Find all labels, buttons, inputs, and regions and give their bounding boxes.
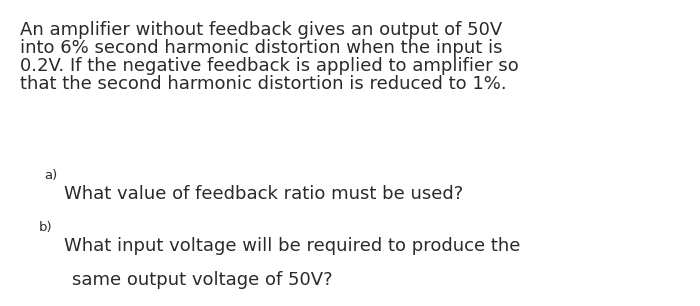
Text: What input voltage will be required to produce the: What input voltage will be required to p… xyxy=(64,237,521,255)
Text: same output voltage of 50V?: same output voltage of 50V? xyxy=(72,271,332,289)
Text: a): a) xyxy=(44,169,57,182)
Text: What value of feedback ratio must be used?: What value of feedback ratio must be use… xyxy=(64,185,463,203)
Text: 0.2V. If the negative feedback is applied to amplifier so: 0.2V. If the negative feedback is applie… xyxy=(20,57,518,75)
Text: that the second harmonic distortion is reduced to 1%.: that the second harmonic distortion is r… xyxy=(20,75,506,93)
Text: b): b) xyxy=(39,221,52,234)
Text: An amplifier without feedback gives an output of 50V: An amplifier without feedback gives an o… xyxy=(20,21,502,39)
Text: into 6% second harmonic distortion when the input is: into 6% second harmonic distortion when … xyxy=(20,39,502,57)
